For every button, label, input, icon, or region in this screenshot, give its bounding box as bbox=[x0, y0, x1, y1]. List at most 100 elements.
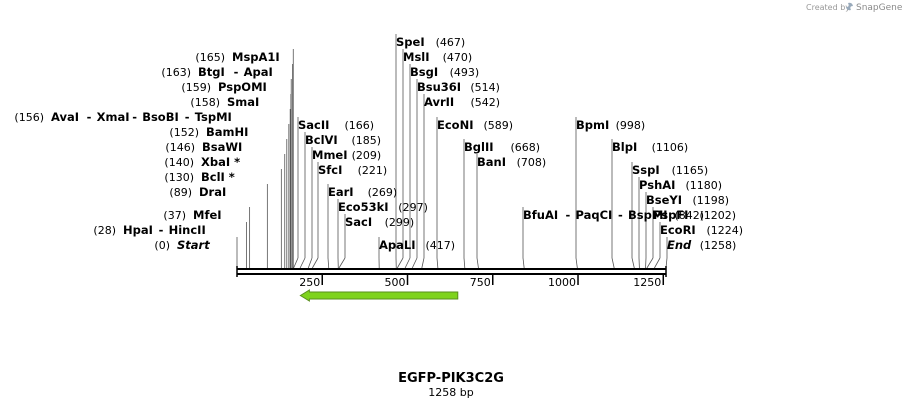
site-label-group[interactable]: Bsu36I (514) bbox=[417, 80, 500, 94]
site-label-group[interactable]: BpmI (998) bbox=[576, 118, 645, 132]
enzyme-name: BsgI bbox=[410, 65, 438, 79]
site-position: (514) bbox=[470, 81, 500, 94]
site-label-group[interactable]: BseYI (1198) bbox=[646, 193, 729, 207]
site-position: (842) bbox=[675, 209, 705, 222]
site-label-group[interactable]: SspI (1165) bbox=[632, 163, 708, 177]
site-label-group[interactable]: Start (0) bbox=[154, 238, 210, 252]
site-label-group[interactable]: EcoRI (1224) bbox=[660, 223, 743, 237]
site-label-group[interactable]: Eco53kI (297) bbox=[338, 200, 428, 214]
enzyme-name: XmaI bbox=[97, 110, 130, 124]
site-label-group[interactable]: PspOMI (159) bbox=[181, 80, 266, 94]
site-label-group[interactable]: MmeI (209) bbox=[312, 148, 381, 162]
site-label-group[interactable]: EarI (269) bbox=[328, 185, 397, 199]
site-position: (1198) bbox=[693, 194, 730, 207]
enzyme-name: BclI * bbox=[201, 170, 235, 184]
site-position: (152) bbox=[169, 126, 199, 139]
site-position: (165) bbox=[195, 51, 225, 64]
site-position: (221) bbox=[358, 164, 388, 177]
site-label-group[interactable]: SfcI (221) bbox=[318, 163, 387, 177]
site-position: (37) bbox=[163, 209, 186, 222]
site-label-group[interactable]: DraI (89) bbox=[169, 185, 226, 199]
site-label-group[interactable]: BclVI (185) bbox=[305, 133, 381, 147]
site-position: (156) bbox=[14, 111, 44, 124]
site-position: (166) bbox=[345, 119, 375, 132]
enzyme-name: PspFI bbox=[653, 208, 688, 222]
enzyme-name: BglII bbox=[464, 140, 494, 154]
site-label-group[interactable]: SmaI (158) bbox=[190, 95, 259, 109]
site-position: (209) bbox=[352, 149, 382, 162]
enzyme-name: SmaI bbox=[227, 95, 259, 109]
site-position: (668) bbox=[511, 141, 541, 154]
enzyme-name: ApaI bbox=[244, 65, 273, 79]
site-position: (1224) bbox=[707, 224, 744, 237]
site-label-group[interactable]: BglII (668) bbox=[464, 140, 540, 154]
enzyme-name: PshAI bbox=[639, 178, 675, 192]
enzyme-name: Start bbox=[177, 238, 210, 252]
site-label-group[interactable]: BlpI (1106) bbox=[612, 140, 688, 154]
site-label-group[interactable]: AvaI - XmaI - BsoBI - TspMI(156) bbox=[14, 110, 231, 124]
name-separator: - bbox=[234, 65, 239, 79]
site-label-group[interactable]: BanI (708) bbox=[477, 155, 546, 169]
site-label-group[interactable]: EcoNI (589) bbox=[437, 118, 513, 132]
site-leader-line bbox=[654, 257, 661, 269]
site-label-group[interactable]: SpeI (467) bbox=[396, 35, 465, 49]
enzyme-name: AvaI bbox=[51, 110, 79, 124]
enzyme-name: PaqCI bbox=[576, 208, 613, 222]
site-label-group[interactable]: BclI * (130) bbox=[164, 170, 234, 184]
enzyme-name: PspOMI bbox=[218, 80, 267, 94]
site-position: (297) bbox=[398, 201, 428, 214]
map-title: EGFP-PIK3C2G bbox=[398, 371, 504, 386]
enzyme-name: MmeI bbox=[312, 148, 348, 162]
site-label-group[interactable]: AvrII (542) bbox=[424, 95, 500, 109]
site-lines bbox=[236, 34, 668, 269]
site-label-group[interactable]: BfuAI - PaqCI - BspMI (842) bbox=[523, 208, 704, 222]
site-position: (998) bbox=[616, 119, 646, 132]
site-label-group[interactable]: BtgI - ApaI (163) bbox=[161, 65, 272, 79]
site-position: (0) bbox=[154, 239, 170, 252]
site-position: (542) bbox=[471, 96, 501, 109]
site-position: (1165) bbox=[672, 164, 709, 177]
site-label-group[interactable]: BsgI (493) bbox=[410, 65, 479, 79]
site-label-group[interactable]: PspFI (1202) bbox=[653, 208, 736, 222]
snapgene-logo-icon bbox=[846, 2, 853, 11]
tick-label: 750 bbox=[470, 276, 491, 289]
enzyme-name: TspMI bbox=[195, 110, 232, 124]
site-label-group[interactable]: MfeI (37) bbox=[163, 208, 221, 222]
site-position: (1258) bbox=[700, 239, 737, 252]
enzyme-name: DraI bbox=[199, 185, 226, 199]
site-position: (467) bbox=[436, 36, 466, 49]
site-label-group[interactable]: XbaI * (140) bbox=[164, 155, 240, 169]
site-position: (493) bbox=[450, 66, 480, 79]
site-position: (1180) bbox=[686, 179, 723, 192]
name-separator: - bbox=[132, 110, 137, 124]
site-position: (1106) bbox=[652, 141, 689, 154]
site-leader-line bbox=[575, 257, 578, 269]
site-leader-line bbox=[312, 257, 319, 269]
site-label-group[interactable]: PshAI (1180) bbox=[639, 178, 722, 192]
name-separator: - bbox=[566, 208, 571, 222]
site-label-group[interactable]: HpaI - HincII (28) bbox=[93, 223, 205, 237]
enzyme-name: Bsu36I bbox=[417, 80, 461, 94]
site-position: (185) bbox=[352, 134, 382, 147]
site-label-group[interactable]: SacI (299) bbox=[345, 215, 414, 229]
site-position: (163) bbox=[161, 66, 191, 79]
map-length: 1258 bp bbox=[428, 386, 473, 399]
tick-label: 1250 bbox=[633, 276, 661, 289]
site-position: (269) bbox=[368, 186, 398, 199]
site-leader-line bbox=[327, 257, 330, 269]
site-label-group[interactable]: BamHI (152) bbox=[169, 125, 248, 139]
enzyme-name: BlpI bbox=[612, 140, 637, 154]
tick-label: 1000 bbox=[548, 276, 576, 289]
site-leader-line bbox=[338, 257, 346, 269]
enzyme-name: SpeI bbox=[396, 35, 425, 49]
site-label-group[interactable]: MslI (470) bbox=[403, 50, 472, 64]
site-label-group[interactable]: ApaLI (417) bbox=[379, 238, 455, 252]
site-leader-line bbox=[476, 257, 479, 269]
enzyme-name: BsoBI bbox=[142, 110, 179, 124]
site-leader-line bbox=[436, 257, 439, 269]
site-label-group[interactable]: BsaWI (146) bbox=[165, 140, 242, 154]
site-position: (146) bbox=[165, 141, 195, 154]
site-label-group[interactable]: MspA1I (165) bbox=[195, 50, 279, 64]
site-label-group[interactable]: SacII (166) bbox=[298, 118, 374, 132]
site-label-group[interactable]: End (1258) bbox=[667, 238, 736, 252]
